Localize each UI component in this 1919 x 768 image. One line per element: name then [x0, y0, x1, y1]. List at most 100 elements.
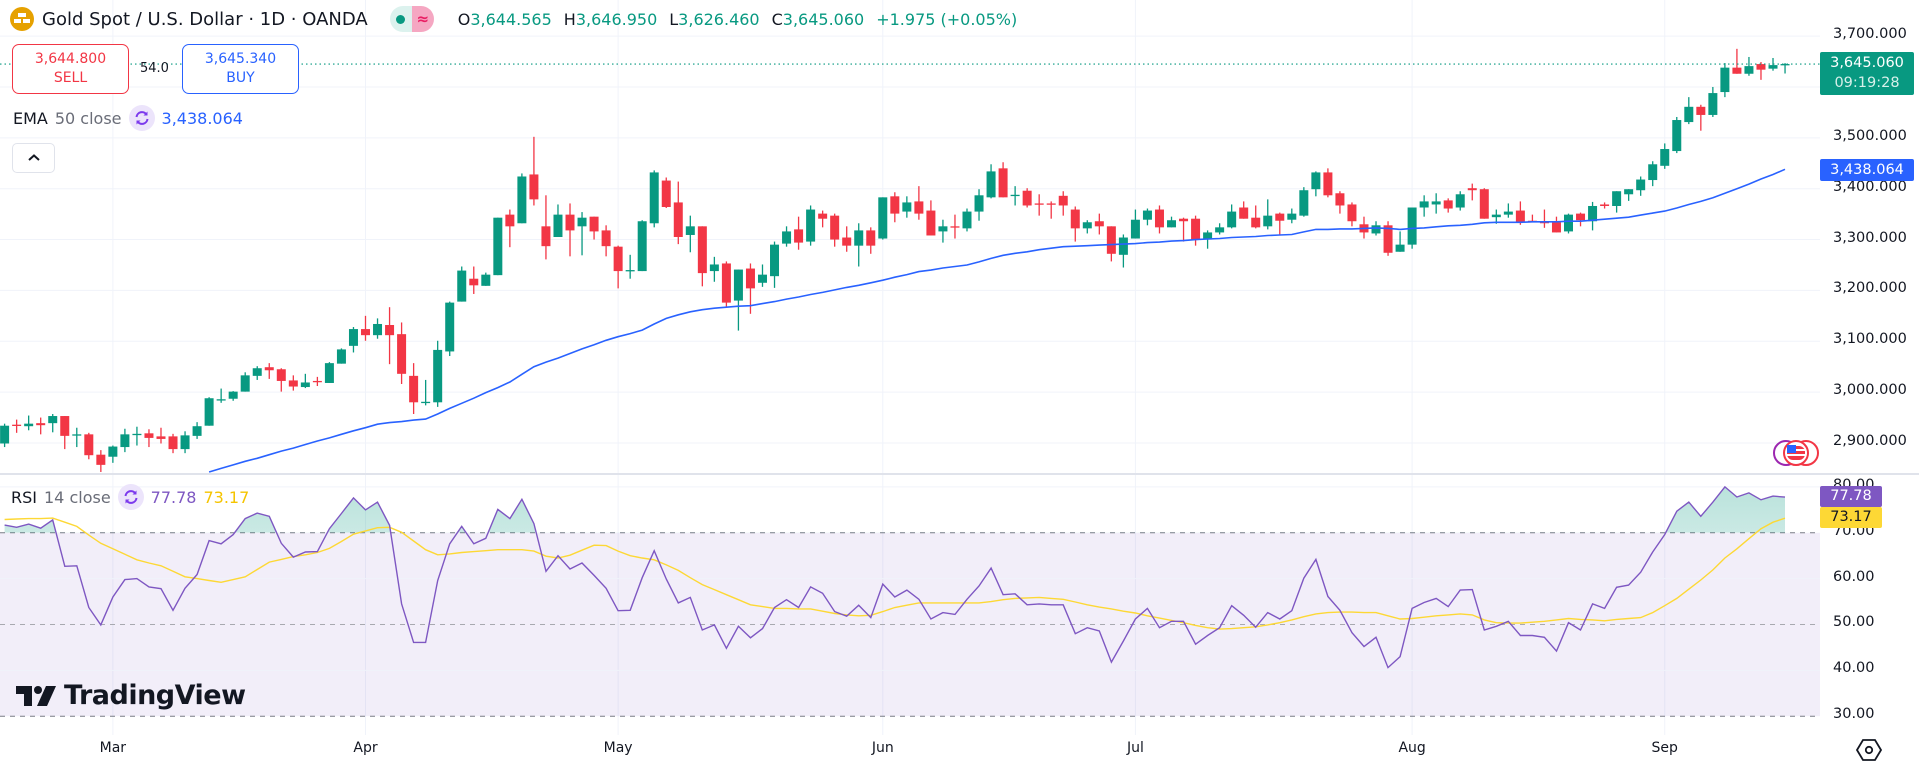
settings-icon[interactable] [1855, 738, 1883, 766]
candle-body [493, 217, 503, 276]
candle-body [1756, 64, 1766, 70]
candle [649, 170, 659, 228]
candle-body [60, 416, 70, 436]
candle-body [457, 270, 467, 302]
candle [204, 397, 214, 426]
refresh-icon[interactable] [117, 484, 144, 510]
candle [830, 213, 840, 247]
candle [300, 373, 310, 389]
symbol-title[interactable]: Gold Spot / U.S. Dollar · 1D · OANDA [42, 8, 368, 30]
candle [1215, 223, 1225, 235]
price-tick-label: 3,100.000 [1833, 331, 1907, 348]
candle [1142, 208, 1152, 226]
candle [1443, 198, 1453, 213]
bar-countdown: 09:19:28 [1834, 75, 1900, 91]
candle-body [553, 214, 563, 238]
candle [1696, 104, 1706, 131]
price-tick-label: 3,700.000 [1833, 26, 1907, 43]
candle-body [673, 202, 683, 238]
candle [1046, 201, 1056, 219]
candle-body [72, 434, 82, 436]
buy-price: 3,645.340 [204, 51, 277, 67]
candle-body [517, 176, 527, 224]
candle-body [1191, 218, 1201, 240]
time-tick-label: Aug [1398, 740, 1426, 756]
candle [589, 216, 599, 240]
candle-body [1094, 221, 1104, 227]
candle-body [1612, 191, 1622, 206]
economic-events-icon[interactable] [1772, 438, 1822, 472]
market-status-toggle[interactable]: ≈ [389, 6, 434, 32]
close-value: 3,645.060 [782, 9, 865, 29]
candle-body [890, 196, 900, 214]
candle-body [120, 434, 130, 448]
candle [577, 212, 587, 256]
candle-body [1395, 244, 1405, 252]
candle [120, 428, 130, 453]
candle-body [348, 329, 358, 346]
candle-body [48, 416, 58, 424]
low-value: 3,626.460 [678, 9, 760, 29]
candle [854, 223, 864, 267]
candle-body [96, 454, 106, 465]
high-value: 3,646.950 [575, 9, 658, 29]
collapse-legend-button[interactable] [12, 143, 55, 173]
rsi-tick-label: 50.00 [1833, 614, 1875, 631]
candle-body [950, 226, 960, 228]
time-tick-label: Apr [353, 740, 378, 756]
candle-body [721, 263, 731, 303]
buy-button[interactable]: 3,645.340 BUY [182, 44, 299, 94]
candle [962, 208, 972, 232]
candle-body [1576, 213, 1586, 221]
tradingview-watermark[interactable]: TradingView [16, 680, 246, 711]
candle [1503, 203, 1513, 218]
ema-legend[interactable]: EMA 50 close 3,438.064 [13, 105, 243, 131]
candle-body [1419, 201, 1429, 208]
candle [1684, 97, 1694, 125]
candle-body [469, 278, 479, 286]
candle [397, 322, 407, 384]
rsi-tick-label: 40.00 [1833, 660, 1875, 677]
candle-body [300, 382, 310, 388]
candle-body [1720, 67, 1730, 93]
candle [661, 177, 671, 209]
candle [1636, 176, 1646, 196]
candle-body [1443, 200, 1453, 209]
candle [914, 186, 924, 220]
candle [240, 372, 250, 392]
market-open-dot-icon [389, 6, 412, 32]
candle-body [938, 226, 948, 232]
price-tick-label: 3,300.000 [1833, 229, 1907, 246]
candle [60, 416, 70, 450]
time-tick-label: Jun [871, 740, 894, 756]
candle [1419, 195, 1429, 217]
candle-body [1082, 222, 1092, 229]
candle [1551, 216, 1561, 233]
candle [433, 340, 443, 407]
candle [481, 272, 491, 286]
candle-body [1287, 213, 1297, 220]
candle [1130, 209, 1140, 239]
candle-body [649, 172, 659, 224]
candle-body [1371, 225, 1381, 234]
candle [276, 368, 286, 392]
candle [1347, 202, 1357, 227]
candle [84, 432, 94, 460]
candle [1624, 189, 1634, 201]
refresh-icon[interactable] [128, 105, 155, 131]
candle [1515, 201, 1525, 225]
candle-body [745, 268, 755, 289]
candle [950, 214, 960, 239]
candle [228, 391, 238, 401]
candle-body [541, 226, 551, 247]
rsi-tick-label: 60.00 [1833, 568, 1875, 585]
rsi-legend[interactable]: RSI 14 close 77.78 73.17 [11, 484, 249, 510]
sell-button[interactable]: 3,644.800 SELL [12, 44, 129, 94]
candle-body [1130, 219, 1140, 239]
candle [733, 269, 743, 331]
candle-body [1383, 225, 1393, 253]
candle [252, 366, 262, 380]
candle-body [24, 423, 34, 427]
price-tick-label: 3,500.000 [1833, 127, 1907, 144]
